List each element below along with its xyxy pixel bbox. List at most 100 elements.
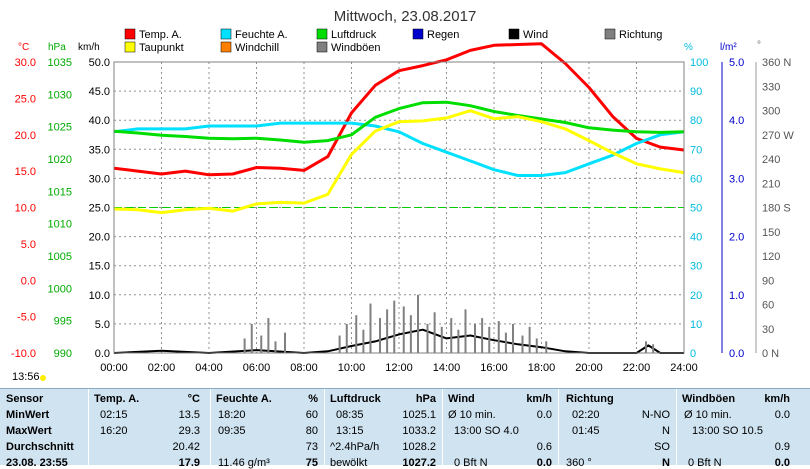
temp-tick-label: 0.0: [21, 275, 36, 287]
stats-cell: 0 Bft N: [454, 457, 488, 469]
direction-tick-label: 210: [762, 178, 780, 190]
sun-icon: [40, 375, 46, 381]
direction-tick-label: 60: [762, 300, 774, 312]
series-line-taupunkt: [113, 109, 685, 215]
legend-swatch: [220, 41, 232, 53]
rain-tick-label: 0.0: [729, 348, 744, 360]
stats-gust-title: Windböen: [682, 393, 736, 405]
temp-tick-label: 15.0: [15, 166, 36, 178]
stats-pressure-title: Luftdruck: [330, 393, 381, 405]
stats-cell: 20.42: [172, 441, 200, 453]
pressure-tick-label: 1025: [48, 122, 72, 134]
humidity-tick-label: 100: [690, 57, 708, 69]
stats-cell: 08:35: [336, 409, 364, 421]
stats-temp-unit: °C: [187, 393, 200, 405]
stats-cell: ^2.4hPa/h: [330, 441, 380, 453]
current-time: 13:56: [12, 371, 40, 383]
direction-tick-label: 330: [762, 81, 780, 93]
x-tick-label: 04:00: [195, 362, 223, 374]
x-tick-label: 24:00: [670, 362, 698, 374]
pressure-tick-label: 990: [54, 348, 72, 360]
stats-cell: 0.0: [774, 409, 790, 421]
stats-cell: 0 Bft N: [688, 457, 722, 469]
pressure-tick-label: 1035: [48, 57, 72, 69]
stats-humidity-title: Feuchte A.: [216, 393, 272, 405]
stats-wind-title: Wind: [448, 393, 475, 405]
stats-cell: bewölkt: [330, 457, 368, 469]
temp-tick-label: 10.0: [15, 203, 36, 215]
stats-cell: N: [662, 425, 670, 437]
chart-title: Mittwoch, 23.08.2017: [334, 8, 477, 25]
humidity-tick-label: 70: [690, 144, 702, 156]
stats-row-label: 23.08. 23:55: [6, 457, 68, 469]
stats-cell: 0.0: [536, 457, 552, 469]
axes: 30.0 25.0 20.0 15.0 10.0 5.0 0.0 -5.0 -10.0 1035 1…: [11, 57, 794, 374]
stats-cell: 13:15: [336, 425, 364, 437]
stats-temp-column: Temp. A. °C 02:15 13.5 16:20 29.3 20.42 …: [90, 389, 210, 469]
pressure-tick-label: 1010: [48, 219, 72, 231]
legend-label: Windchill: [235, 42, 279, 54]
stats-cell: 17.9: [178, 457, 200, 469]
humidity-tick-label: 80: [690, 115, 702, 127]
temp-tick-label: 30.0: [15, 57, 36, 69]
kmh-unit: km/h: [78, 42, 100, 53]
stats-cell: 60: [305, 409, 318, 421]
wind-tick-label: 50.0: [89, 57, 110, 69]
rain-tick-label: 2.0: [729, 232, 744, 244]
series-line-luftdruck: [113, 100, 685, 144]
pressure-tick-label: 1005: [48, 251, 72, 263]
stats-cell: SO: [654, 441, 670, 453]
statistics-table: Sensor MinWert MaxWert Durchschnitt 23.0…: [0, 388, 810, 469]
series-line-feuchte-a-: [113, 121, 685, 177]
stats-row-label: Durchschnitt: [6, 441, 74, 453]
stats-cell: 16:20: [100, 425, 128, 437]
legend-label: Feuchte A.: [235, 29, 288, 41]
wind-tick-label: 35.0: [89, 144, 110, 156]
x-tick-label: 02:00: [148, 362, 176, 374]
wind-tick-label: 15.0: [89, 261, 110, 273]
pressure-tick-label: 1020: [48, 154, 72, 166]
rain-tick-label: 3.0: [729, 173, 744, 185]
pressure-tick-label: 995: [54, 316, 72, 328]
direction-tick-label: 30: [762, 324, 774, 336]
humidity-tick-label: 40: [690, 232, 702, 244]
direction-tick-label: 360 N: [762, 57, 791, 69]
wind-tick-label: 5.0: [95, 319, 110, 331]
x-tick-label: 10:00: [338, 362, 366, 374]
dir-unit: °: [757, 40, 761, 51]
legend-label: Wind: [523, 29, 548, 41]
stats-cell: 0.6: [536, 441, 552, 453]
stats-cell: 29.3: [178, 425, 200, 437]
legend-label: Temp. A.: [139, 29, 182, 41]
stats-cell: 13:00 SO 10.5: [692, 425, 763, 437]
stats-cell: N-NO: [641, 409, 670, 421]
wind-tick-label: 20.0: [89, 232, 110, 244]
stats-cell: 75: [305, 457, 318, 469]
rain-tick-label: 5.0: [729, 57, 744, 69]
rain-unit: l/m²: [720, 42, 737, 53]
legend-swatch: [412, 28, 424, 40]
axis-unit-labels: °C hPa km/h % l/m² °: [18, 40, 761, 53]
series-line-temp-a-: [113, 42, 685, 177]
stats-row-label: MaxWert: [6, 425, 52, 437]
temp-tick-label: 20.0: [15, 130, 36, 142]
x-tick-label: 22:00: [623, 362, 651, 374]
stats-cell: 0.0: [536, 409, 552, 421]
wind-tick-label: 45.0: [89, 86, 110, 98]
stats-wind-unit: km/h: [526, 393, 552, 405]
stats-cell: 80: [305, 425, 318, 437]
temp-tick-label: 25.0: [15, 93, 36, 105]
stats-cell: Ø 10 min.: [684, 409, 732, 421]
x-tick-label: 14:00: [433, 362, 461, 374]
stats-sensor-title: Sensor: [6, 393, 44, 405]
direction-tick-label: 270 W: [762, 130, 794, 142]
pressure-tick-label: 1000: [48, 283, 72, 295]
weather-chart: Mittwoch, 23.08.2017 Temp. A. Feuchte A. L…: [11, 8, 794, 374]
time-bar: 13:56: [0, 370, 810, 388]
stats-gust-unit: km/h: [764, 393, 790, 405]
legend-swatch: [604, 28, 616, 40]
legend-label: Regen: [427, 29, 459, 41]
wind-tick-label: 10.0: [89, 290, 110, 302]
legend-swatch: [508, 28, 520, 40]
x-tick-label: 12:00: [385, 362, 413, 374]
